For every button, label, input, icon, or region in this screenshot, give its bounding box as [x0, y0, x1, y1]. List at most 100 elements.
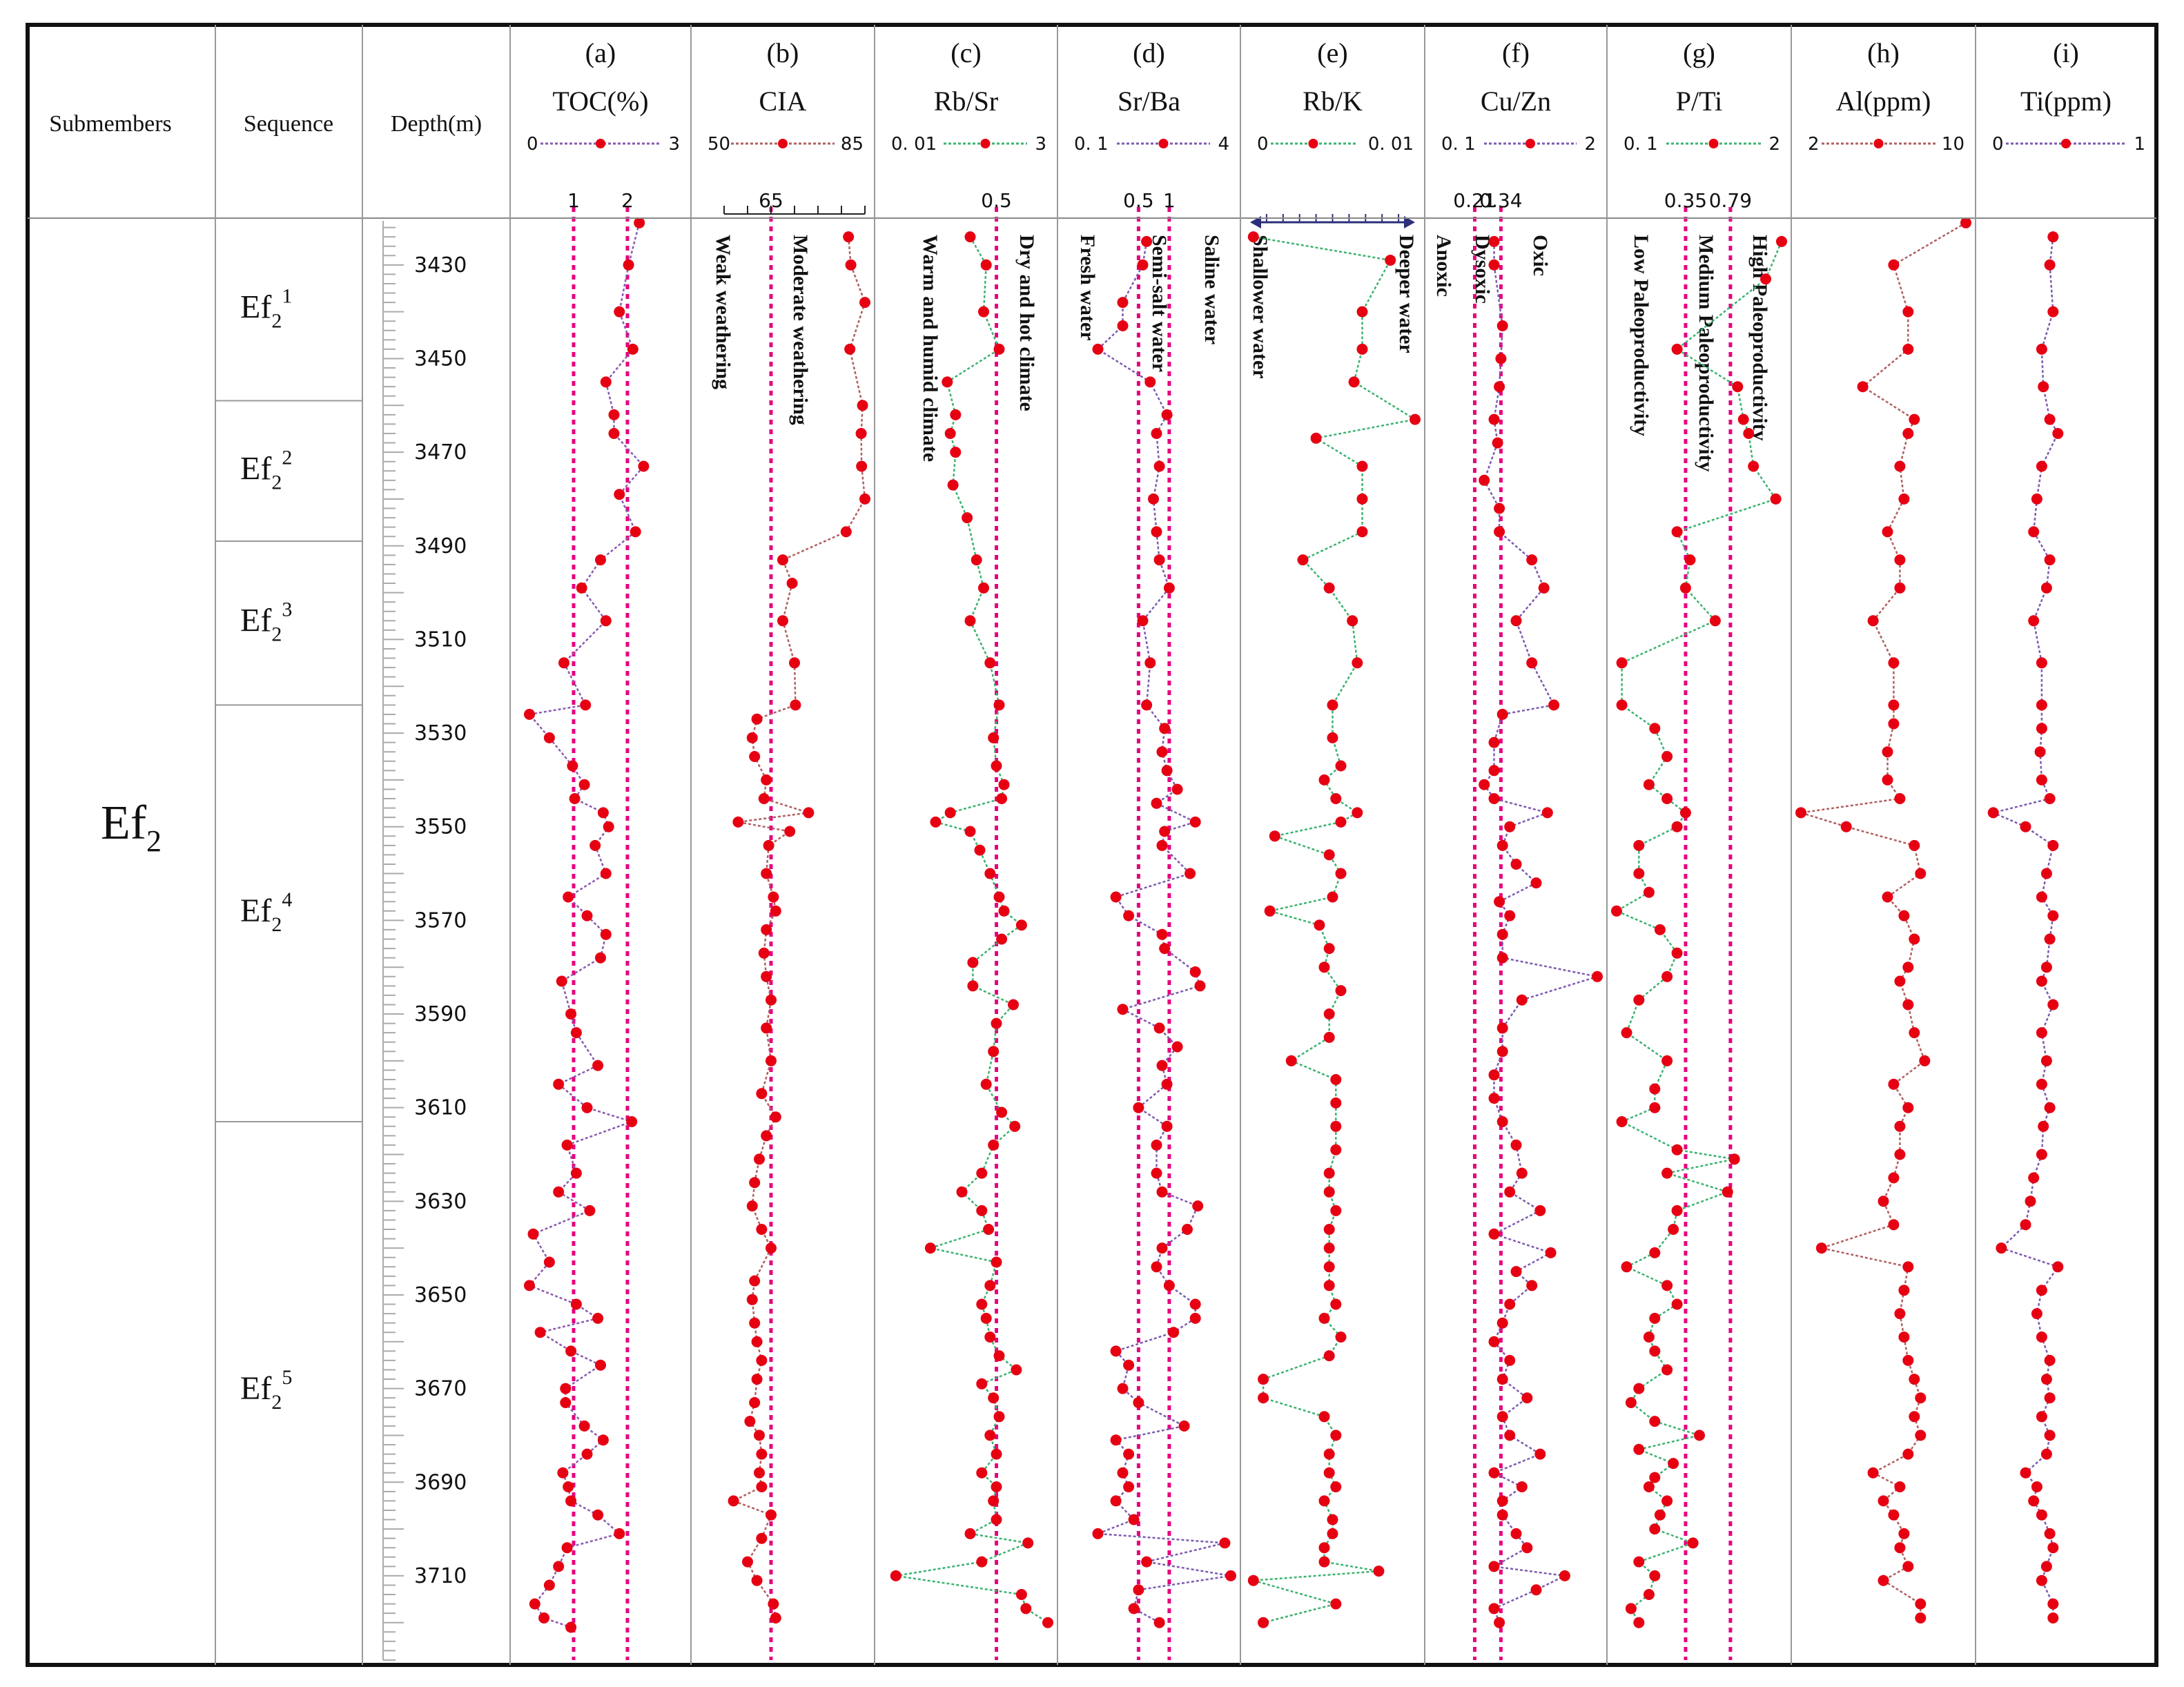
submember-sub: 2 — [146, 824, 162, 858]
zone-label: Anoxic — [1432, 235, 1455, 297]
data-point — [751, 713, 763, 725]
submember-label: Ef2 — [101, 797, 162, 858]
panel-title: Rb/Sr — [934, 86, 998, 117]
data-point — [1496, 1509, 1508, 1521]
data-point — [581, 910, 593, 921]
zone-label: Shallower water — [1249, 235, 1271, 379]
data-point — [1709, 615, 1721, 627]
data-point — [1258, 1374, 1269, 1385]
data-point — [1008, 999, 1019, 1011]
data-point — [1137, 259, 1149, 271]
depth-label: 3570 — [414, 908, 467, 933]
data-point — [1153, 1022, 1165, 1034]
panel-label: (h) — [1867, 37, 1900, 68]
data-point — [1909, 413, 1920, 425]
data-point — [2031, 1308, 2042, 1320]
reference-label: 0.34 — [1479, 189, 1522, 212]
data-point — [1269, 830, 1280, 842]
data-point — [1318, 1556, 1330, 1568]
panel-h: (h) Al(ppm) 2 10 — [1795, 37, 1971, 1623]
data-point — [1694, 1430, 1705, 1441]
data-point — [570, 1298, 582, 1310]
zone-label: Oxic — [1529, 235, 1552, 276]
data-point — [1161, 1120, 1173, 1132]
data-point — [2036, 1285, 2047, 1296]
data-point — [1318, 774, 1330, 786]
data-point — [1510, 1139, 1522, 1151]
data-point — [1488, 793, 1500, 804]
data-point — [1323, 1008, 1335, 1020]
data-point — [1504, 1298, 1516, 1310]
panel-d: (d) Sr/Ba 0. 1 4 0.5 1 Fresh water Semi-salt wa… — [1074, 37, 1236, 1660]
legend-min: 0. 1 — [1441, 134, 1476, 155]
data-point — [988, 1046, 1000, 1057]
panel-title: TOC(%) — [552, 86, 648, 117]
data-point — [2028, 615, 2040, 627]
data-point — [1194, 980, 1206, 992]
data-point — [595, 952, 606, 964]
data-point — [626, 1116, 638, 1127]
data-point — [789, 657, 800, 669]
data-point — [1488, 1467, 1500, 1479]
data-point — [1330, 1205, 1342, 1216]
data-point — [756, 1088, 768, 1100]
panel-label: (b) — [767, 37, 799, 68]
data-point — [1494, 896, 1505, 908]
data-point — [1156, 746, 1168, 758]
data-point — [558, 657, 569, 669]
data-point — [980, 259, 992, 271]
data-point — [608, 428, 620, 439]
data-point — [1335, 816, 1347, 828]
depth-label: 3710 — [414, 1564, 467, 1588]
data-point — [1878, 1495, 1889, 1507]
data-point — [1888, 1172, 1900, 1184]
zone-label: Moderate weathering — [789, 235, 812, 425]
data-point — [563, 1481, 574, 1492]
series-group — [1987, 231, 2064, 1623]
data-point — [1888, 718, 1900, 730]
data-point — [1494, 503, 1505, 514]
data-point — [890, 1570, 901, 1581]
data-point — [1151, 1167, 1162, 1179]
legend-min: 50 — [708, 134, 730, 155]
data-point — [1538, 582, 1550, 594]
panel-title: Ti(ppm) — [2020, 86, 2112, 117]
data-point — [1110, 1434, 1122, 1446]
data-point — [2036, 460, 2047, 472]
data-point — [1915, 868, 1927, 879]
data-point — [964, 231, 976, 243]
data-point — [988, 732, 1000, 743]
data-point — [844, 343, 856, 355]
data-point — [855, 428, 867, 439]
data-point — [984, 1332, 996, 1343]
figure-frame — [26, 23, 2158, 1667]
data-point — [1867, 615, 1879, 627]
data-point — [1902, 962, 1914, 973]
reference-label: 0.5 — [981, 189, 1012, 212]
data-point — [529, 1598, 540, 1610]
data-point — [1894, 1542, 1906, 1554]
data-point — [543, 1579, 555, 1591]
data-point — [1510, 1528, 1522, 1539]
data-point — [2047, 999, 2059, 1011]
data-point — [1488, 1069, 1500, 1081]
data-point — [967, 980, 979, 992]
data-point — [991, 1448, 1002, 1460]
data-point — [634, 218, 645, 228]
data-point — [1009, 1120, 1021, 1132]
data-point — [1347, 615, 1358, 627]
panel-label: (f) — [1502, 37, 1530, 68]
panel-title: Rb/K — [1303, 86, 1363, 117]
data-point — [1776, 235, 1787, 247]
data-point — [758, 793, 770, 804]
data-point — [2044, 933, 2056, 945]
data-point — [1192, 1200, 1204, 1212]
data-point — [2025, 1196, 2036, 1207]
data-point — [2036, 1509, 2047, 1521]
data-point — [1616, 657, 1628, 669]
legend-min: 0. 1 — [1624, 134, 1658, 155]
data-point — [1495, 353, 1507, 364]
data-point — [553, 1186, 565, 1198]
data-point — [595, 554, 606, 566]
data-point — [2044, 1430, 2056, 1441]
